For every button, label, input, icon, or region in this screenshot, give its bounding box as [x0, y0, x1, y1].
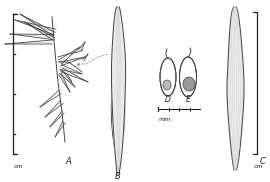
Ellipse shape [183, 77, 195, 91]
Ellipse shape [160, 58, 176, 96]
Polygon shape [112, 7, 126, 174]
Text: A: A [65, 157, 71, 166]
Text: cm: cm [14, 164, 24, 169]
Text: mm: mm [158, 117, 170, 122]
Text: E: E [185, 95, 190, 104]
Text: B: B [115, 172, 121, 181]
Ellipse shape [180, 57, 197, 97]
Text: cm: cm [254, 164, 264, 169]
Polygon shape [227, 7, 244, 170]
Text: C: C [260, 157, 266, 166]
Text: D: D [165, 95, 171, 104]
Ellipse shape [163, 80, 171, 90]
